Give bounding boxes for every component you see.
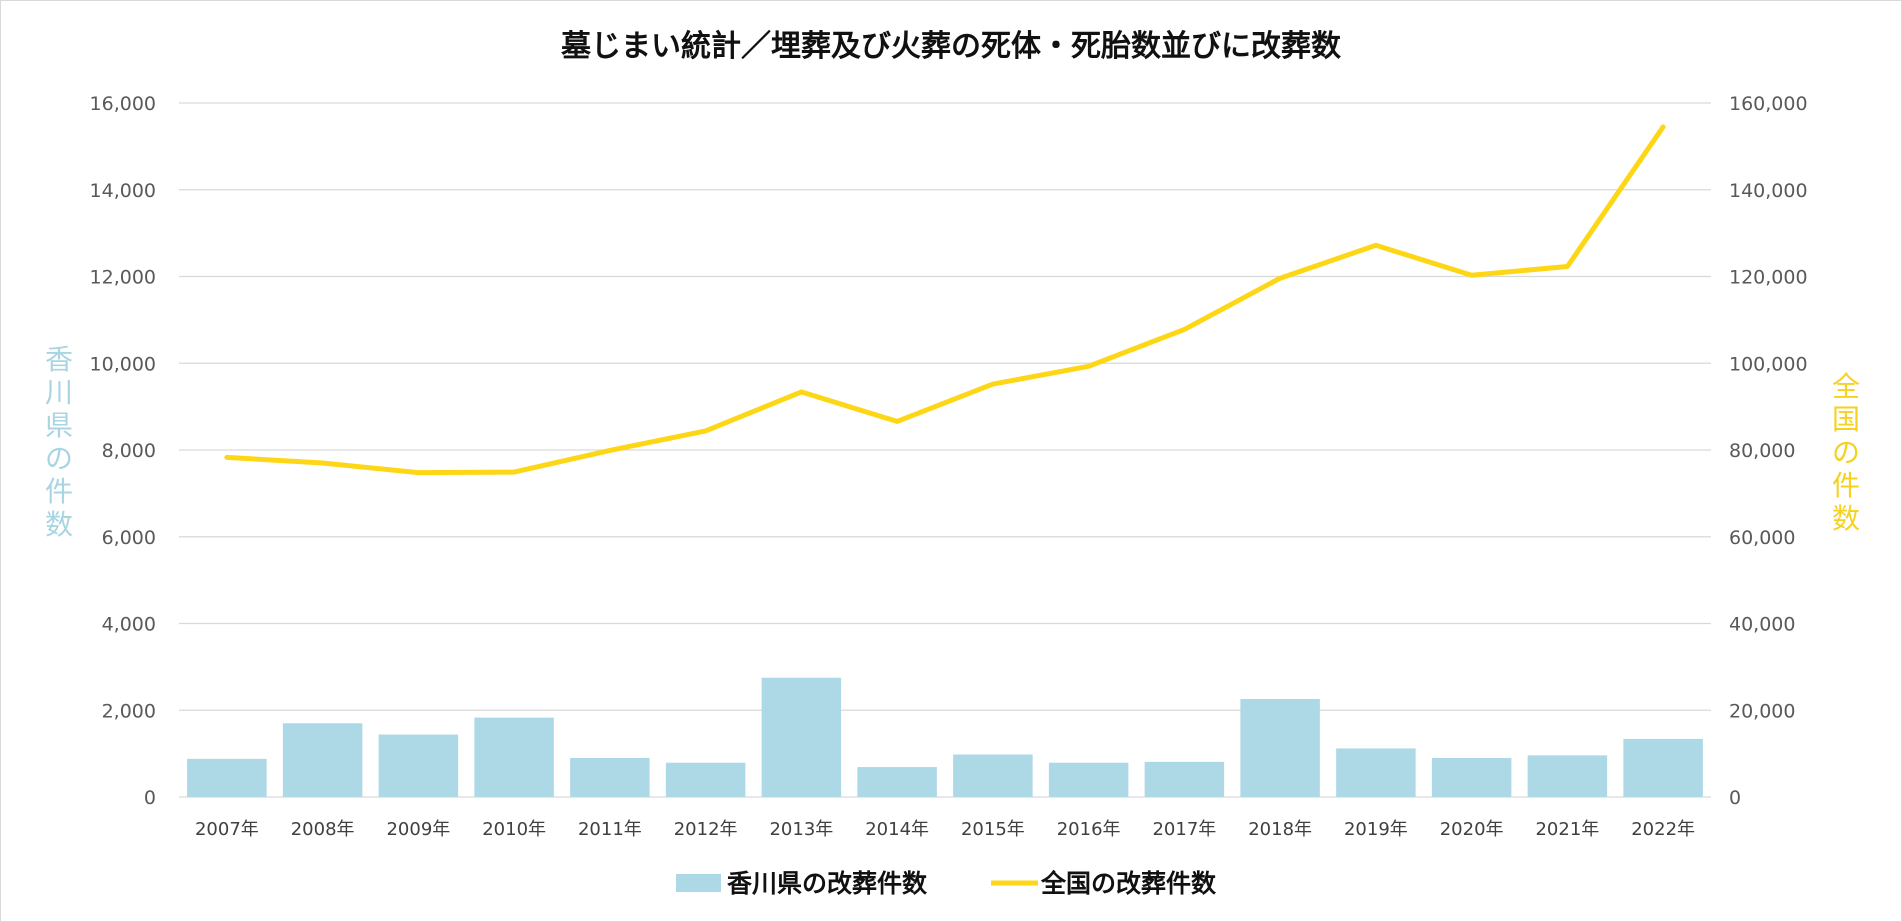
x-tick-label: 2015年	[961, 819, 1025, 840]
right-axis-title: 全国の件数	[1832, 370, 1860, 535]
x-tick-label: 2011年	[578, 819, 642, 840]
bar	[474, 717, 554, 797]
bar	[857, 767, 937, 797]
bar	[1623, 738, 1703, 797]
bar	[1240, 698, 1320, 797]
line-path	[224, 124, 1666, 476]
left-tick-label: 10,000	[90, 353, 156, 375]
x-tick-label: 2009年	[386, 819, 450, 840]
legend-swatch-bar	[676, 874, 721, 892]
x-tick-label: 2019年	[1344, 819, 1408, 840]
left-axis-ticks: 0 2,000 4,000 6,000 8,000 10,000 12,000 14,000 1…	[90, 93, 156, 809]
bar	[1431, 757, 1512, 797]
x-tick-label: 2020年	[1440, 819, 1504, 840]
bar	[570, 757, 650, 797]
right-tick-label: 20,000	[1729, 700, 1795, 722]
left-tick-label: 2,000	[102, 700, 156, 722]
x-tick-label: 2017年	[1152, 819, 1216, 840]
right-axis-ticks: 0 20,000 40,000 60,000 80,000 100,000 120,000 1…	[1729, 93, 1808, 809]
x-tick-label: 2021年	[1535, 819, 1599, 840]
legend-label-line: 全国の改葬件数	[1040, 869, 1217, 898]
x-axis-ticks: 2007年 2008年 2009年 2010年 2011年 2012年 2013年 2014年…	[195, 819, 1695, 840]
right-tick-label: 100,000	[1729, 353, 1808, 375]
axis-titles: 香川県の件数 全国の件数	[45, 343, 1860, 541]
bar	[761, 677, 842, 797]
bar	[1048, 762, 1129, 797]
x-tick-label: 2007年	[195, 819, 259, 840]
line-series	[224, 124, 1666, 476]
legend: 香川県の改葬件数 全国の改葬件数	[676, 869, 1217, 898]
right-tick-label: 60,000	[1729, 527, 1795, 549]
bar	[953, 754, 1033, 797]
gridlines	[179, 102, 1711, 798]
right-tick-label: 80,000	[1729, 440, 1795, 462]
right-tick-label: 160,000	[1729, 93, 1808, 115]
left-tick-label: 8,000	[102, 440, 156, 462]
x-tick-label: 2016年	[1057, 819, 1121, 840]
x-tick-label: 2010年	[482, 819, 546, 840]
right-tick-label: 140,000	[1729, 180, 1808, 202]
right-tick-label: 0	[1729, 787, 1741, 809]
left-tick-label: 4,000	[102, 614, 156, 636]
left-tick-label: 16,000	[90, 93, 156, 115]
left-tick-label: 6,000	[102, 527, 156, 549]
bar	[1527, 755, 1608, 797]
left-tick-label: 14,000	[90, 180, 156, 202]
bar	[1336, 748, 1416, 797]
bar	[378, 734, 459, 797]
left-axis-title: 香川県の件数	[45, 343, 73, 541]
x-tick-label: 2013年	[769, 819, 833, 840]
bar	[282, 723, 363, 797]
x-tick-label: 2022年	[1631, 819, 1695, 840]
chart-title: 墓じまい統計／埋葬及び火葬の死体・死胎数並びに改葬数	[560, 29, 1342, 64]
x-tick-label: 2012年	[674, 819, 738, 840]
right-tick-label: 40,000	[1729, 614, 1795, 636]
x-tick-label: 2018年	[1248, 819, 1312, 840]
right-tick-label: 120,000	[1729, 267, 1808, 289]
x-tick-label: 2014年	[865, 819, 929, 840]
bar	[187, 758, 267, 797]
legend-label-bar: 香川県の改葬件数	[727, 869, 928, 898]
left-tick-label: 12,000	[90, 267, 156, 289]
bar-series	[187, 677, 1703, 797]
x-tick-label: 2008年	[291, 819, 355, 840]
bar	[665, 762, 746, 797]
bar	[1144, 761, 1225, 797]
left-tick-label: 0	[144, 787, 156, 809]
